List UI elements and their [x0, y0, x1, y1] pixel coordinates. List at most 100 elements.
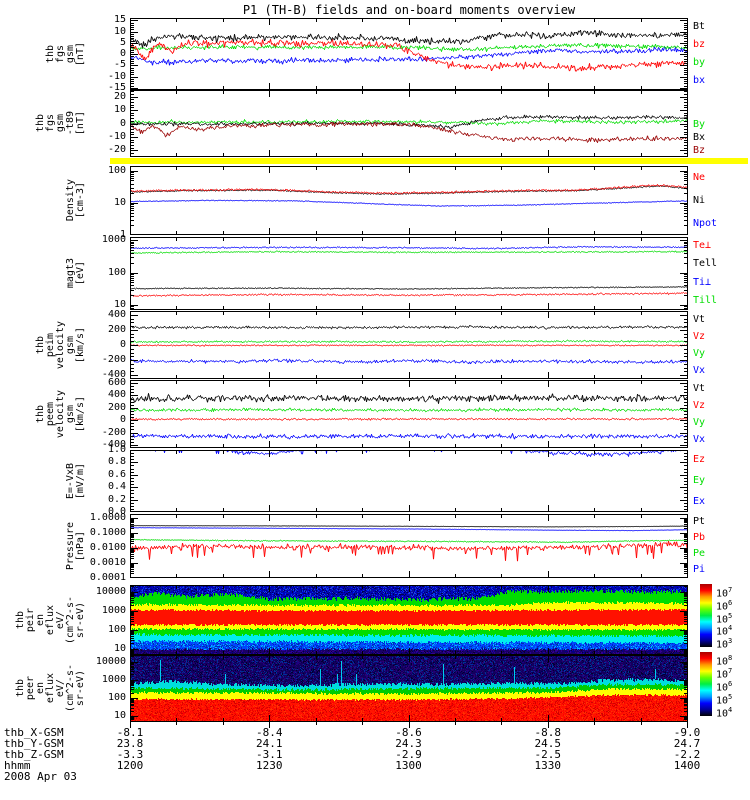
- panel-peer-spectrogram: [130, 655, 688, 722]
- y-tick-label: 5: [119, 36, 126, 48]
- y-axis-label-line: [eV]: [75, 261, 86, 286]
- y-tick-label: 0.1000: [89, 526, 126, 538]
- colorbar-base: 10: [716, 682, 729, 694]
- y-axis-label-line: [km/s]: [75, 326, 86, 364]
- y-tick-label: 1: [119, 229, 126, 240]
- y-tick-label: 10: [113, 298, 126, 310]
- colorbar-base: 10: [716, 588, 729, 600]
- legend-label-ex: Ex: [693, 495, 706, 507]
- y-axis-label-line: [nT]: [75, 111, 86, 136]
- legend-label-bt: Bt: [693, 21, 706, 32]
- y-tick-label: 100: [107, 164, 126, 176]
- colorbar-tick-label: 105: [716, 692, 732, 706]
- legend-label-bz: Bz: [693, 145, 706, 156]
- colorbar-exponent: 8: [728, 654, 733, 662]
- legend-label-till: Till: [693, 294, 718, 306]
- panel-peim-velocity: [130, 311, 688, 379]
- colorbar-exponent: 4: [728, 706, 733, 714]
- ephemeris-value: -8.1: [116, 726, 144, 739]
- legend-label-vy: Vy: [693, 347, 706, 359]
- colorbar-exponent: 7: [728, 586, 733, 594]
- y-tick-label: 10: [113, 710, 126, 722]
- y-tick-label: 10: [113, 25, 126, 37]
- y-tick-label: 1000: [101, 673, 126, 685]
- legend-label-vx: Vx: [693, 364, 706, 376]
- colorbar-base: 10: [716, 613, 729, 625]
- legend-label-ez: Ez: [693, 454, 706, 466]
- ephemeris-value: 1330: [534, 759, 562, 772]
- ephemeris-value: -2.5: [534, 748, 562, 761]
- y-tick-label: 0.8: [107, 456, 126, 468]
- date-label: 2008 Apr 03: [4, 770, 77, 783]
- y-tick-label: 400: [107, 308, 126, 320]
- y-axis-label-line: [mV/m]: [75, 462, 86, 500]
- panel-peem-velocity: [130, 380, 688, 448]
- ephemeris-value: 1400: [673, 759, 701, 772]
- panel-pressure: [130, 514, 688, 578]
- legend-label-bx: Bx: [693, 132, 706, 143]
- panel-efield: [130, 450, 688, 512]
- y-tick-label: 10: [113, 104, 126, 116]
- y-axis-label: thb peem velocity gsm [km/s]: [14, 380, 86, 448]
- ephemeris-row-label: thb_X-GSM: [4, 726, 64, 739]
- legend-label-pt: Pt: [693, 516, 706, 527]
- y-tick-label: 0.4: [107, 481, 126, 493]
- ephemeris-value: 24.3: [395, 737, 422, 750]
- y-axis-label: thb peer en eflux eV/(cm^2-s-sr-eV): [14, 655, 86, 722]
- y-tick-label: 1000: [101, 605, 126, 617]
- legend-label-ni: Ni: [693, 194, 706, 206]
- y-tick-label: 0: [119, 414, 126, 426]
- y-tick-label: 10: [113, 643, 126, 655]
- y-axis-label-line: [nPa]: [75, 530, 86, 562]
- ephemeris-row-label: thb_Y-GSM: [4, 737, 64, 750]
- legend-label-pi: Pi: [693, 564, 706, 575]
- ephemeris-row-label: hhmm: [4, 759, 31, 772]
- legend-label-pb: Pb: [693, 532, 706, 543]
- colorbar-tick-label: 106: [716, 598, 732, 612]
- colorbar-exponent: 5: [728, 611, 733, 620]
- colorbar-base: 10: [716, 708, 729, 720]
- y-axis-label: thb peir en eflux eV/(cm^2-s-sr-eV): [14, 585, 86, 655]
- y-axis-label: magt3 [eV]: [14, 237, 86, 310]
- y-tick-label: 100: [107, 624, 126, 636]
- y-tick-label: 600: [107, 377, 126, 389]
- y-tick-label: 0: [119, 339, 126, 350]
- y-tick-label: -10: [107, 130, 126, 142]
- y-axis-label-line: [nT]: [75, 41, 86, 67]
- legend-label-te: Te⊥: [693, 240, 712, 252]
- y-tick-label: 200: [107, 323, 126, 335]
- ephemeris-value: 1300: [395, 759, 422, 772]
- y-axis-label-line: sr-eV): [75, 601, 86, 639]
- y-tick-label: 0.6: [107, 468, 126, 480]
- y-tick-label: 20: [113, 90, 126, 102]
- legend-label-ti: Ti⊥: [693, 276, 712, 288]
- colorbar-base: 10: [716, 656, 729, 668]
- y-tick-label: -200: [101, 354, 126, 366]
- panel-fgs-gsm-t89: [130, 90, 688, 157]
- colorbar-exponent: 6: [728, 598, 733, 607]
- y-tick-label: 1.0: [107, 444, 126, 455]
- colorbar-exponent: 7: [728, 667, 733, 675]
- ephemeris-value: 23.8: [116, 737, 144, 750]
- legend-label-by: by: [693, 57, 706, 68]
- colorbar-tick-label: 104: [716, 623, 732, 637]
- legend-label-by: By: [693, 119, 706, 130]
- ephemeris-value: -3.1: [256, 748, 283, 761]
- y-axis-label: thb peim velocity gsm [km/s]: [14, 311, 86, 379]
- figure-title: P1 (TH-B) fields and on-board moments ov…: [242, 3, 576, 17]
- ephemeris-value: 1230: [256, 759, 283, 772]
- y-tick-label: 0: [119, 117, 126, 129]
- colorbar-tick-label: 107: [716, 666, 732, 680]
- ephemeris-value: 24.7: [673, 737, 701, 750]
- colorbar-tick-label: 108: [716, 653, 732, 667]
- ephemeris-value: -8.8: [534, 726, 562, 739]
- ephemeris-value: -3.3: [116, 748, 144, 761]
- colorbar-base: 10: [716, 669, 729, 681]
- y-tick-label: -200: [101, 426, 126, 438]
- colorbar-tick-label: 105: [716, 611, 732, 625]
- legend-label-ne: Ne: [693, 171, 706, 183]
- ephemeris-value: 24.5: [534, 737, 562, 750]
- y-axis-label-line: [km/s]: [75, 395, 86, 433]
- y-tick-label: 0.0: [107, 506, 126, 517]
